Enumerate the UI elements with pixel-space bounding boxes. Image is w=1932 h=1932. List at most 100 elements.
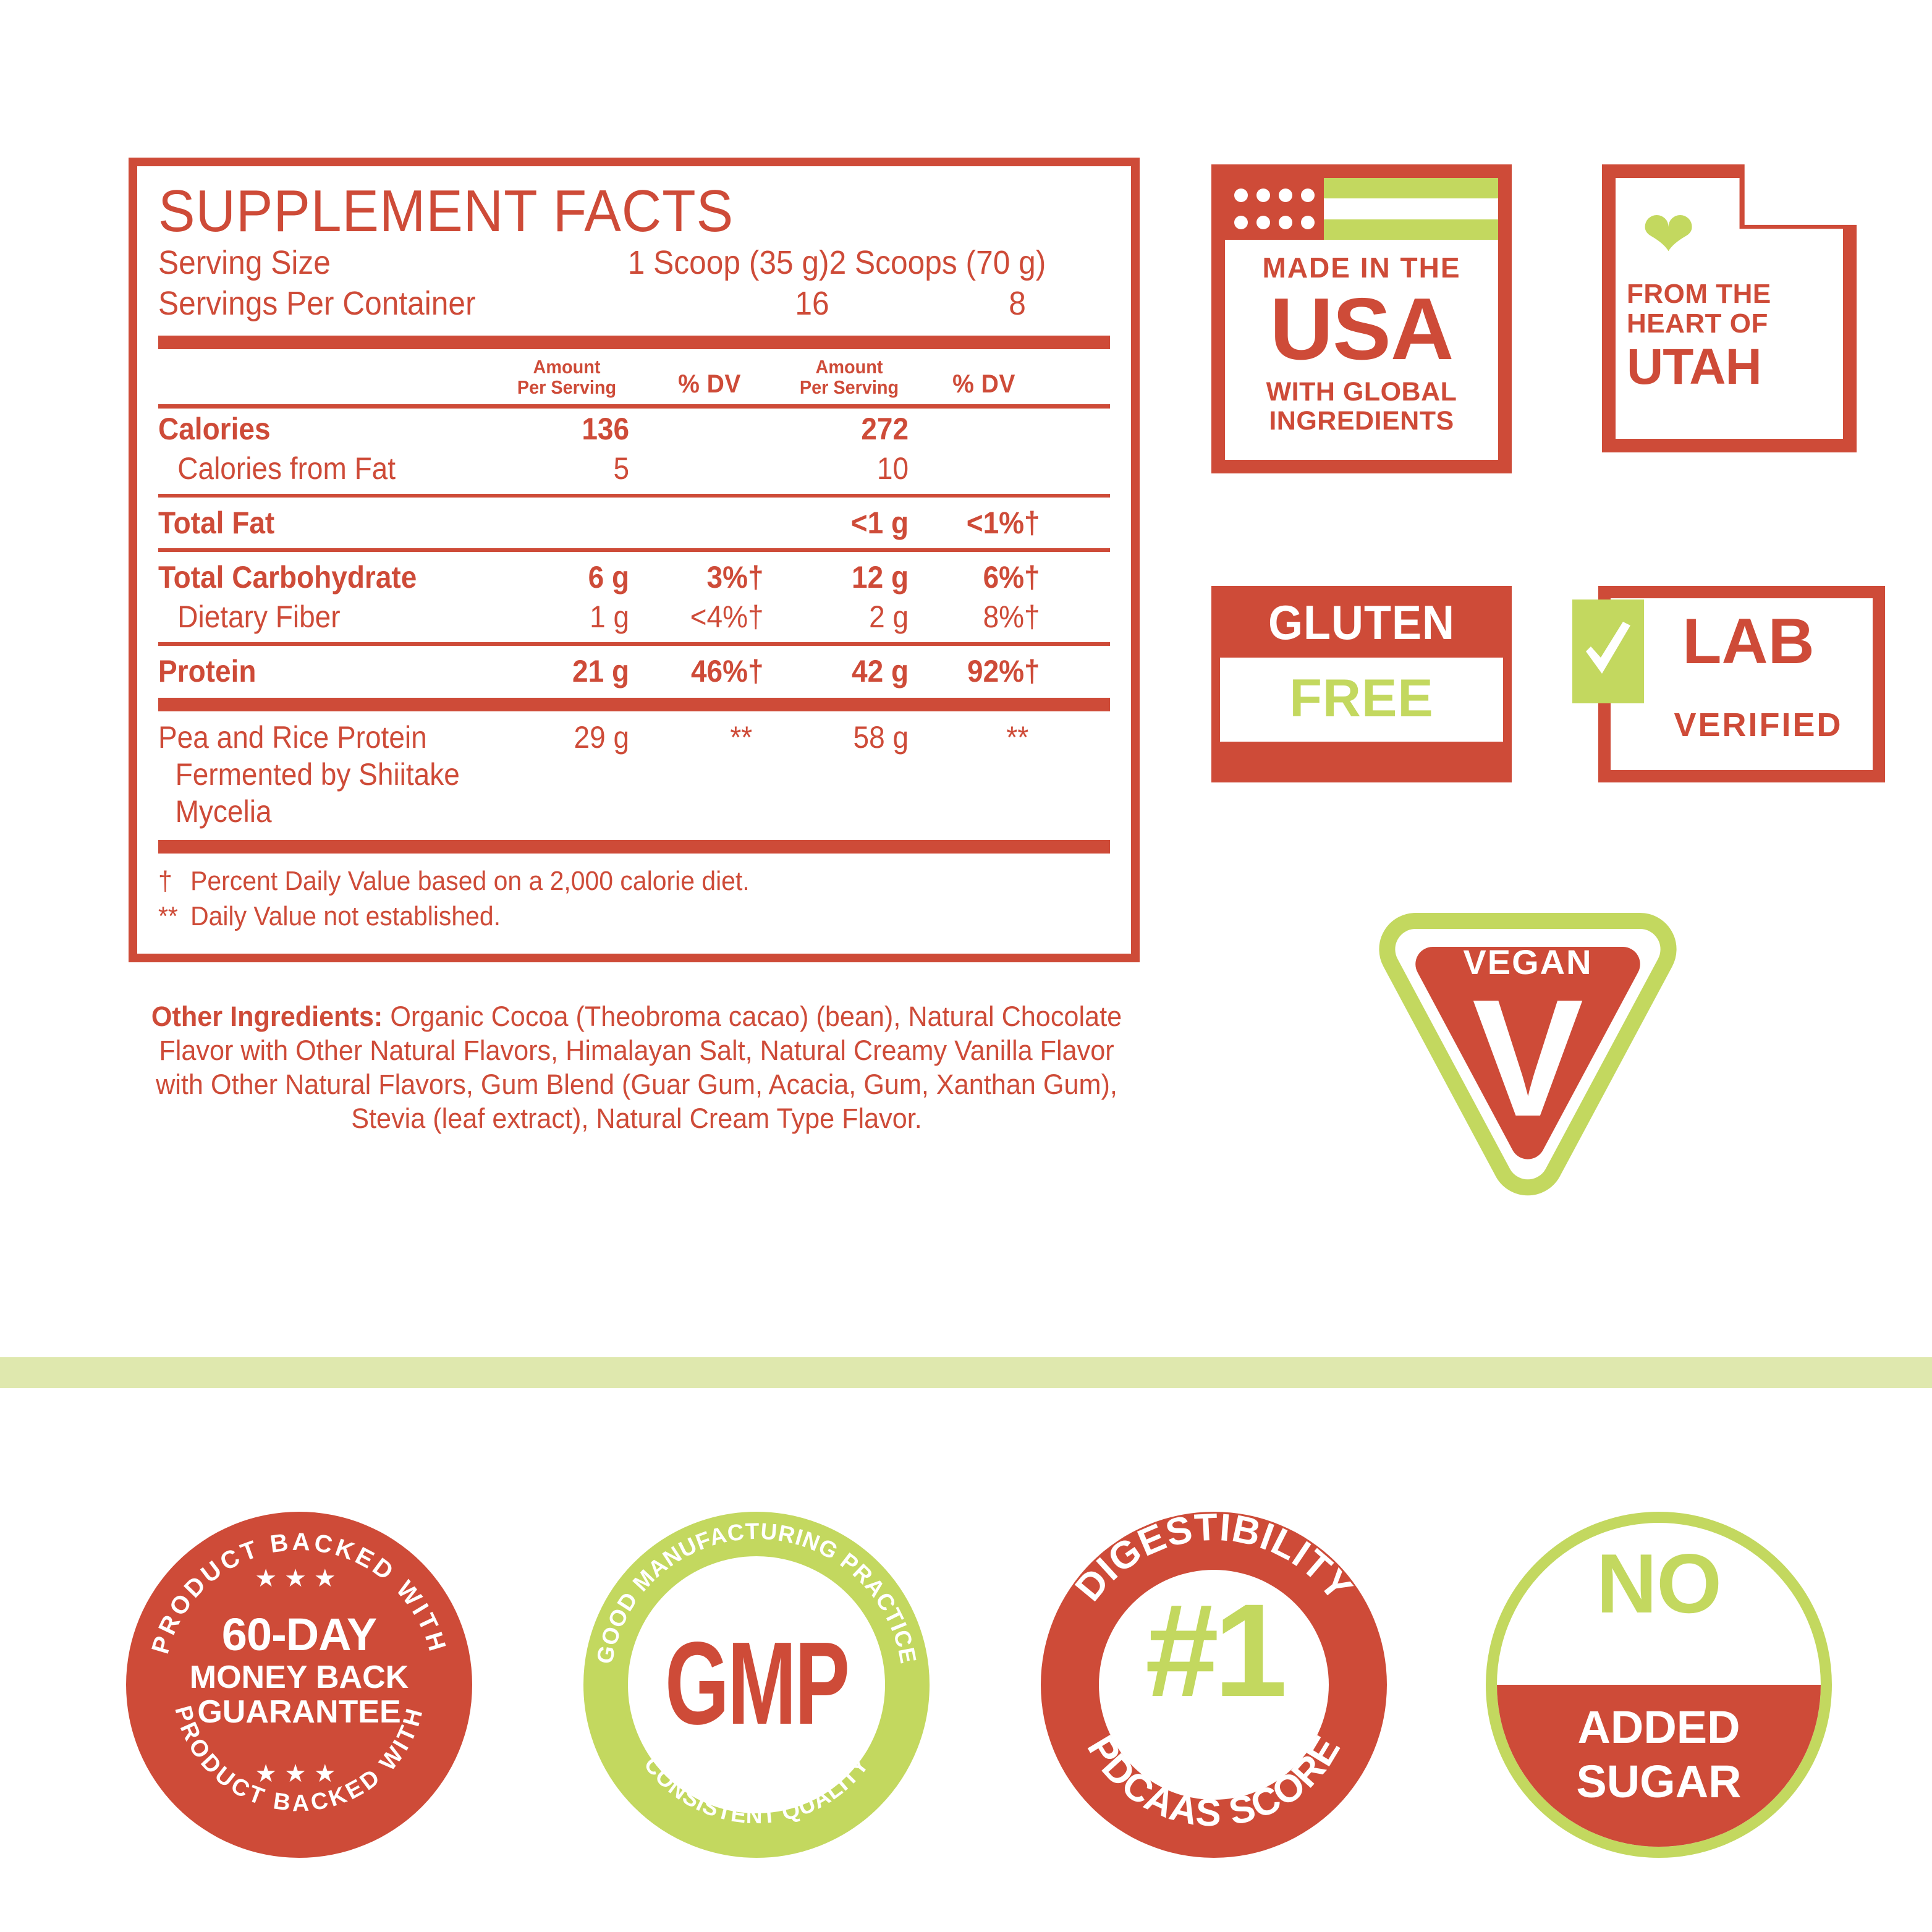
row-dv-2: <1%† <box>966 505 1040 540</box>
row-amount-2: <1 g <box>850 505 909 540</box>
gluten-free-top: GLUTEN <box>1268 596 1455 650</box>
row-dv-1: 3%† <box>706 559 764 595</box>
serving-size-label: Serving Size <box>158 244 331 282</box>
guarantee-big: 60-DAY <box>221 1609 377 1660</box>
row-amount-2: 272 <box>861 411 909 446</box>
per-serving-label-1: Per Serving <box>517 376 617 399</box>
utah-text: FROM THE HEART OF UTAH <box>1627 279 1838 394</box>
no-added-sugar-word: NO <box>1596 1536 1722 1630</box>
table-row: Total Fat <1 g <1%† <box>158 502 1110 542</box>
protein-blend-label: Pea and Rice Protein Fermented by Shiita… <box>158 719 463 830</box>
divider-rule-3 <box>158 642 1110 646</box>
servings-per-container-row: Servings Per Container 16 8 <box>158 284 1034 324</box>
row-dv-1: <4%† <box>690 599 764 634</box>
other-ingredients-text: Organic Cocoa (Theobroma cacao) (bean), … <box>156 1001 1122 1134</box>
other-ingredients-block: Other Ingredients: Organic Cocoa (Theobr… <box>144 1000 1129 1136</box>
row-amount-1: 5 <box>613 451 630 486</box>
svg-text:CONSISTENT QUALITY: CONSISTENT QUALITY <box>639 1752 874 1828</box>
divider-thick-top <box>158 335 1110 349</box>
utah-line1: FROM THE <box>1627 279 1771 309</box>
money-back-guarantee-seal: PRODUCT BACKED WITH PRODUCT BACKED WITH … <box>126 1512 472 1858</box>
page-title: SUPPLEMENT FACTS <box>158 178 734 244</box>
vegan-badge: VEGAN V <box>1373 896 1682 1205</box>
protein-blend-amount-2: 58 g <box>853 719 909 755</box>
protein-blend-line1: Pea and Rice Protein <box>158 719 427 755</box>
protein-blend-dv-2: ** <box>1006 719 1029 755</box>
row-dv-2: 8%† <box>983 599 1040 634</box>
other-ingredients-heading: Other Ingredients: <box>151 1001 383 1032</box>
servings-per-container-col2: 8 <box>1009 284 1026 322</box>
row-amount-2: 12 g <box>852 559 909 595</box>
row-label: Calories <box>158 411 271 446</box>
no-added-sugar-line3: SUGAR <box>1576 1756 1742 1807</box>
row-amount-1: 6 g <box>588 559 630 595</box>
protein-blend-dv-1: ** <box>730 719 753 755</box>
vegan-letter: V <box>1472 965 1584 1151</box>
amount-label-1: Amount <box>533 355 601 378</box>
dv-header-1: % DV <box>678 369 741 399</box>
gmp-word: GMP <box>664 1618 850 1750</box>
row-amount-2: 2 g <box>869 599 909 634</box>
gmp-inner-ring <box>622 1550 891 1820</box>
pdcaas-arc-bottom: PDCAAS SCORE <box>1079 1729 1349 1835</box>
svg-text:PDCAAS SCORE: PDCAAS SCORE <box>1079 1729 1349 1835</box>
row-dv-2: 92%† <box>967 653 1040 688</box>
table-row: Dietary Fiber 1 g <4%† 2 g 8%† <box>158 596 1110 636</box>
footnote-dagger: † Percent Daily Value based on a 2,000 c… <box>158 863 1043 899</box>
section-divider <box>0 1357 1932 1388</box>
made-in-usa-line1: MADE IN THE <box>1262 252 1461 284</box>
row-label: Protein <box>158 653 256 688</box>
gmp-arc-text: GOOD MANUFACTURING PRACTICE CONSISTENT Q… <box>591 1519 920 1828</box>
footnotes: † Percent Daily Value based on a 2,000 c… <box>158 854 1110 938</box>
serving-size-col1: 1 Scoop (35 g) <box>627 244 829 282</box>
divider-thick-mid <box>158 697 1110 711</box>
amount-per-serving-header-2: Amount Per Serving <box>780 357 918 398</box>
row-dv-2: 6%† <box>983 559 1040 595</box>
column-header-row: Amount Per Serving % DV Amount Per Servi… <box>158 349 1110 404</box>
row-label: Total Fat <box>158 505 275 540</box>
heart-of-utah-badge: ❤ FROM THE HEART OF UTAH <box>1602 164 1857 452</box>
made-in-usa-big: USA <box>1269 280 1454 378</box>
per-serving-label-2: Per Serving <box>799 376 899 399</box>
divider-thin-header <box>158 404 1110 409</box>
guarantee-line3: GUARANTEE <box>197 1693 401 1730</box>
stars-bottom: ★★★ <box>255 1760 344 1787</box>
made-in-usa-badge: MADE IN THE USA WITH GLOBAL INGREDIENTS <box>1211 164 1512 473</box>
servings-per-container-label: Servings Per Container <box>158 284 476 322</box>
row-label: Total Carbohydrate <box>158 559 417 595</box>
protein-blend-line2: Fermented by Shiitake <box>175 756 460 792</box>
made-in-usa-line3b: INGREDIENTS <box>1269 405 1454 436</box>
protein-blend-amount-1: 29 g <box>574 719 630 755</box>
row-amount-1: 21 g <box>572 653 630 688</box>
divider-rule-2 <box>158 548 1110 552</box>
row-amount-1: 136 <box>582 411 630 446</box>
lab-verified-word: LAB <box>1682 606 1815 677</box>
divider-rule-1 <box>158 493 1110 498</box>
row-label: Calories from Fat <box>177 451 396 486</box>
pdcaas-arc-text: DIGESTIBILITY PDCAAS SCORE <box>1067 1512 1360 1835</box>
vegan-label: VEGAN <box>1463 943 1593 981</box>
serving-size-col2: 2 Scoops (70 g) <box>829 244 1046 282</box>
row-amount-1: 1 g <box>590 599 630 634</box>
footnote-text-2: Daily Value not established. <box>190 900 501 931</box>
gmp-seal: GOOD MANUFACTURING PRACTICE CONSISTENT Q… <box>583 1512 930 1858</box>
footnote-marker-1: † <box>158 865 172 896</box>
utah-big: UTAH <box>1627 339 1762 396</box>
divider-thick-bottom <box>158 839 1110 854</box>
utah-line2: HEART OF <box>1627 308 1768 339</box>
table-row: Calories 136 272 <box>158 409 1110 448</box>
row-amount-2: 10 <box>876 451 909 486</box>
flag-stripes <box>1324 178 1498 240</box>
amount-label-2: Amount <box>815 355 883 378</box>
gmp-arc-bottom: CONSISTENT QUALITY <box>639 1752 873 1828</box>
pdcaas-seal: DIGESTIBILITY PDCAAS SCORE #1 <box>1041 1512 1387 1858</box>
protein-blend-row: Pea and Rice Protein Fermented by Shiita… <box>158 711 1110 830</box>
flag-icon <box>1225 178 1498 240</box>
gluten-free-badge: GLUTEN FREE <box>1211 586 1512 782</box>
lab-verified-sub: VERIFIED <box>1674 706 1843 744</box>
footnote-marker-2: ** <box>158 900 178 931</box>
no-added-sugar-seal: NO ADDED SUGAR <box>1486 1512 1832 1858</box>
row-label: Dietary Fiber <box>177 599 341 634</box>
made-in-usa-line3a: WITH GLOBAL <box>1266 377 1457 407</box>
pdcaas-inner-circle <box>1099 1570 1329 1800</box>
